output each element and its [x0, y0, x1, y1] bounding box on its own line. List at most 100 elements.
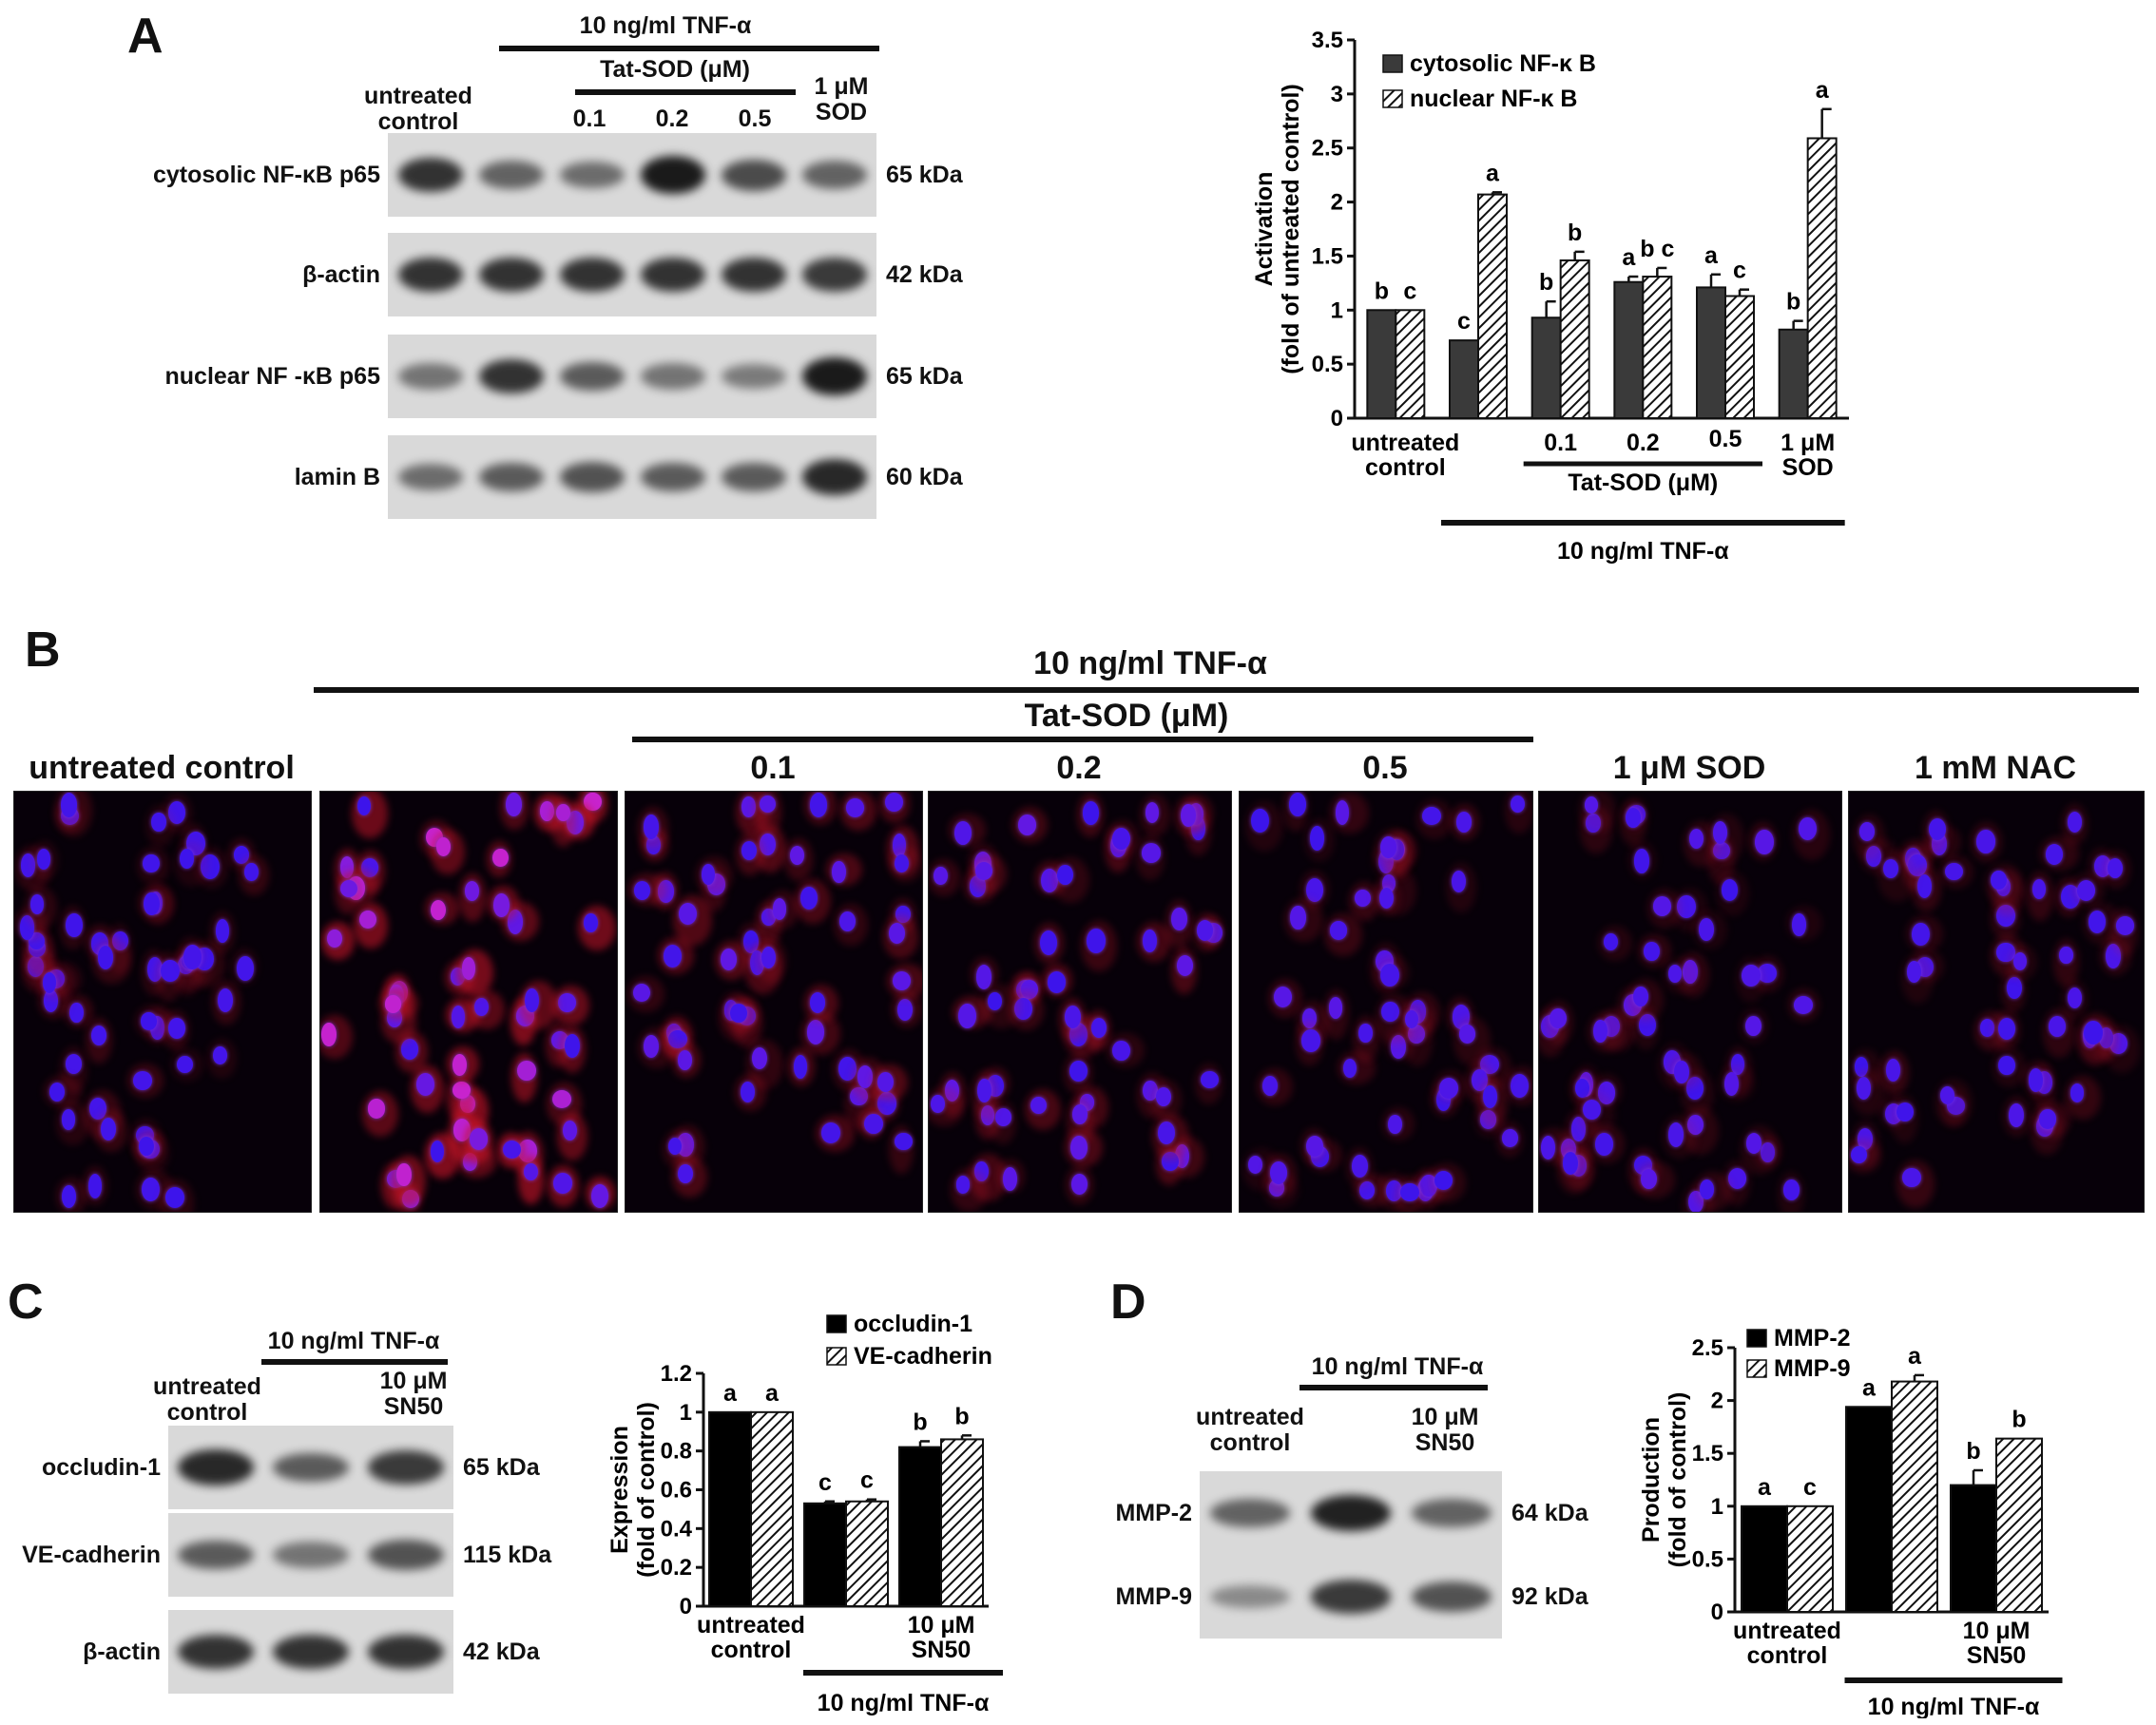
cell-nucleus — [1997, 1018, 2015, 1041]
cell-nucleus — [1306, 1136, 1324, 1157]
cell-nucleus — [61, 1184, 76, 1209]
cell-nucleus — [1976, 830, 1995, 853]
y-axis-label-line: (fold of untreated control) — [1278, 84, 1304, 374]
cell-nucleus — [809, 992, 825, 1013]
blot-band — [368, 1450, 444, 1485]
cell-nucleus — [845, 797, 864, 817]
cell-nucleus — [1939, 1086, 1955, 1104]
panel-b-tatsod-label: Tat-SOD (μM) — [1024, 698, 1229, 734]
y-tick-label: 1.5 — [1312, 243, 1343, 269]
cell-nucleus — [1633, 987, 1648, 1006]
cell-nucleus — [807, 1020, 825, 1045]
cell-nucleus — [857, 1065, 873, 1089]
cell-nucleus — [237, 956, 254, 981]
cell-nucleus — [1328, 997, 1343, 1019]
cell-nucleus — [1269, 1161, 1288, 1185]
a-blot-kda-label: 65 kDa — [886, 162, 963, 188]
bar — [1778, 328, 1809, 419]
cell-nucleus — [1510, 795, 1525, 814]
cell-nucleus — [556, 804, 570, 822]
cell-nucleus — [367, 1099, 386, 1119]
cell-nucleus — [36, 849, 51, 870]
cell-nucleus — [701, 863, 716, 885]
significance-letter: b — [913, 1409, 927, 1435]
cell-nucleus — [876, 1071, 894, 1092]
cell-nucleus — [1247, 1156, 1262, 1175]
legend-swatch — [826, 1347, 847, 1366]
cell-nucleus — [1310, 826, 1324, 851]
a-blot-kda-label: 60 kDa — [886, 464, 963, 490]
cell-nucleus — [1480, 1054, 1499, 1074]
bar — [1741, 1505, 1788, 1613]
cell-nucleus — [1549, 1007, 1567, 1029]
cell-nucleus — [1171, 907, 1187, 930]
cell-nucleus — [1722, 879, 1739, 901]
cell-nucleus — [1482, 1085, 1497, 1109]
cell-nucleus — [988, 991, 1003, 1010]
cell-nucleus — [553, 1172, 572, 1194]
c-blot-row-label: β-actin — [83, 1639, 161, 1665]
cell-nucleus — [506, 793, 522, 817]
c-blot-kda-label: 65 kDa — [463, 1454, 540, 1481]
cell-nucleus — [1742, 964, 1761, 987]
cell-nucleus — [502, 1140, 521, 1159]
cell-nucleus — [2108, 857, 2124, 879]
bar — [1995, 1437, 2043, 1613]
cell-nucleus — [1595, 1133, 1613, 1156]
cell-nucleus — [469, 1128, 489, 1150]
cell-nucleus — [215, 919, 229, 943]
cell-nucleus — [2038, 1109, 2057, 1129]
cell-nucleus — [1688, 829, 1704, 850]
panel-b-image-label: 0.2 — [1056, 750, 1102, 786]
cell-nucleus — [1571, 1117, 1587, 1141]
blot-band — [801, 357, 867, 395]
cell-nucleus — [1995, 905, 2015, 928]
cell-nucleus — [894, 853, 909, 873]
a-blot-strip — [388, 335, 876, 418]
cell-nucleus — [1593, 1019, 1607, 1043]
d-blot-row-label: MMP-2 — [1115, 1500, 1192, 1526]
cell-nucleus — [1158, 1121, 1176, 1145]
cell-nucleus — [451, 1005, 466, 1029]
panel-c-treatment-label: 10 ng/ml TNF-α — [267, 1328, 440, 1354]
panel-c-letter: C — [8, 1275, 44, 1330]
cell-nucleus — [1072, 1104, 1088, 1125]
cell-nucleus — [213, 1046, 227, 1064]
panel-c-lane-untreated: untreated control — [153, 1373, 261, 1426]
cell-nucleus — [1290, 906, 1306, 930]
blot-band — [640, 156, 705, 194]
cell-nucleus — [1181, 803, 1196, 827]
cell-nucleus — [1057, 864, 1074, 886]
y-tick-label: 0.8 — [661, 1439, 692, 1465]
significance-letter: c — [1733, 258, 1746, 284]
cell-nucleus — [361, 858, 379, 877]
cell-nucleus — [244, 862, 259, 882]
x-label-treatment: 10 ng/ml TNF-α — [818, 1690, 990, 1716]
cell-nucleus — [1798, 816, 1817, 841]
panel-a-bar-chart-svg: 0 0.5 1 1.5 2 2.5 3 3.5 Activation (fold of untre… — [1251, 28, 1849, 565]
cell-nucleus — [893, 834, 907, 857]
y-tick-label: 1 — [1331, 297, 1343, 323]
cell-nucleus — [1422, 806, 1441, 825]
blot-band — [721, 462, 786, 492]
cell-nucleus — [2060, 884, 2080, 909]
cell-nucleus — [1020, 980, 1038, 1000]
y-axis-label-line: Expression — [606, 1426, 633, 1554]
legend-swatch — [1382, 89, 1403, 108]
cell-nucleus — [955, 1176, 971, 1194]
a-blot-row-label: lamin B — [294, 464, 380, 490]
cell-nucleus — [387, 1008, 403, 1028]
cell-nucleus — [143, 853, 160, 873]
cell-nucleus — [1698, 918, 1714, 941]
cell-nucleus — [1261, 1076, 1278, 1097]
blot-band — [721, 363, 786, 390]
cell-nucleus — [1850, 1145, 1868, 1164]
bar — [940, 1438, 984, 1607]
cell-nucleus — [721, 949, 738, 970]
cell-nucleus — [1335, 800, 1349, 826]
cell-nucleus — [1082, 801, 1099, 825]
cell-nucleus — [400, 1039, 419, 1061]
y-tick-label: 0 — [1711, 1600, 1723, 1625]
cell-nucleus — [473, 997, 489, 1016]
cell-nucleus — [1667, 1122, 1684, 1147]
